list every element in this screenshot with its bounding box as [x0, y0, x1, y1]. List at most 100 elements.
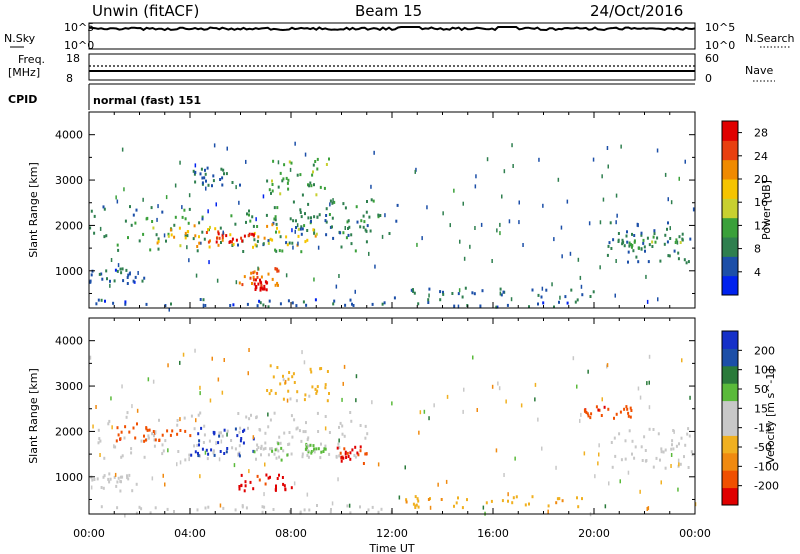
noise-cell — [599, 220, 602, 225]
data-cell — [351, 302, 353, 306]
noise-cell — [207, 209, 209, 214]
data-cell — [600, 414, 603, 417]
cpid-value: normal (fast) 151 — [93, 94, 201, 107]
data-cell — [269, 475, 271, 479]
data-cell — [453, 504, 455, 508]
data-cell — [245, 220, 247, 224]
data-cell — [640, 247, 643, 251]
data-cell — [310, 216, 312, 220]
velocity-data — [89, 348, 697, 518]
data-cell — [611, 465, 614, 469]
data-cell — [299, 510, 302, 514]
data-cell — [332, 236, 335, 240]
noise-cell — [551, 282, 553, 287]
data-cell — [291, 241, 294, 245]
noise-cell — [639, 395, 642, 400]
data-cell — [307, 202, 310, 206]
ytick-label: 2000 — [55, 425, 83, 438]
noise-cell — [598, 452, 600, 457]
noise-cell — [110, 258, 113, 262]
noise-cell — [499, 231, 501, 236]
data-cell — [161, 452, 164, 456]
data-cell — [344, 206, 347, 210]
data-cell — [335, 455, 338, 459]
nsky-panel: N.Sky 10^5 10^0 10^5 10^0 N.Search — [4, 21, 795, 52]
data-cell — [647, 260, 650, 264]
noise-cell — [677, 487, 679, 492]
data-cell — [119, 437, 122, 441]
data-cell — [90, 273, 93, 277]
noise-cell — [555, 465, 557, 470]
data-cell — [194, 234, 197, 238]
data-cell — [414, 504, 417, 508]
data-cell — [250, 271, 253, 275]
data-cell — [130, 223, 133, 227]
noise-cell — [123, 187, 125, 192]
power-data — [89, 141, 695, 312]
data-cell — [300, 215, 303, 219]
data-cell — [276, 206, 279, 210]
data-cell — [324, 386, 327, 390]
data-cell — [157, 237, 160, 241]
nsky-label: N.Sky — [4, 32, 36, 45]
data-cell — [223, 452, 226, 455]
data-cell — [194, 180, 197, 184]
data-cell — [631, 245, 633, 249]
data-cell — [295, 226, 297, 229]
data-cell — [313, 183, 315, 187]
colorbar-tick-label: -50 — [754, 441, 772, 454]
colorbar-segment — [722, 348, 738, 367]
data-cell — [197, 451, 199, 455]
data-cell — [296, 173, 299, 177]
data-cell — [275, 230, 277, 234]
data-cell — [316, 389, 319, 393]
data-cell — [455, 501, 458, 505]
data-cell — [664, 448, 667, 452]
data-cell — [134, 436, 137, 440]
data-cell — [311, 173, 314, 177]
data-cell — [167, 232, 170, 236]
data-cell — [558, 300, 560, 304]
data-cell — [648, 243, 651, 247]
noise-cell — [129, 271, 131, 276]
data-cell — [583, 408, 586, 412]
velocity-colorbar-label: Velocity [m s^-1] — [764, 368, 777, 463]
data-cell — [295, 427, 298, 431]
data-cell — [383, 301, 386, 305]
noise-cell — [476, 408, 478, 412]
data-cell — [295, 304, 298, 308]
noise-cell — [329, 202, 331, 207]
data-cell — [329, 225, 332, 229]
data-cell — [248, 209, 250, 213]
data-cell — [342, 231, 345, 235]
noise-cell — [639, 489, 641, 494]
data-cell — [427, 298, 430, 302]
data-cell — [282, 177, 285, 181]
data-cell — [316, 385, 319, 389]
noise-cell — [474, 226, 476, 230]
data-cell — [243, 234, 246, 238]
data-cell — [167, 234, 170, 238]
noise-cell — [602, 197, 605, 202]
data-cell — [353, 453, 356, 457]
data-cell — [203, 433, 206, 437]
data-cell — [256, 304, 259, 308]
noise-cell — [577, 257, 580, 262]
data-cell — [359, 225, 362, 229]
ytick-label: 2000 — [55, 219, 83, 232]
data-cell — [207, 240, 210, 244]
data-cell — [129, 205, 131, 209]
data-cell — [356, 220, 359, 224]
data-cell — [581, 293, 584, 297]
data-cell — [365, 452, 368, 456]
data-cell — [315, 391, 318, 395]
data-cell — [267, 272, 270, 276]
data-cell — [613, 416, 615, 420]
data-cell — [268, 188, 271, 192]
data-cell — [586, 412, 589, 416]
noise-cell — [670, 464, 672, 468]
data-cell — [194, 170, 197, 174]
noise-cell — [499, 222, 501, 227]
data-cell — [303, 224, 306, 228]
